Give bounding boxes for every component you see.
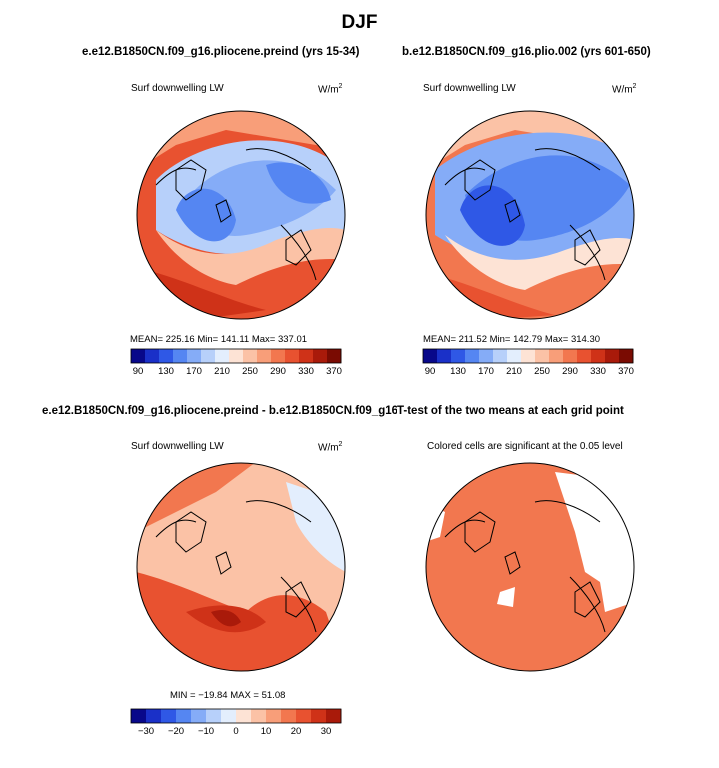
colorbar-swatch	[131, 349, 146, 363]
colorbar-tick-label: 250	[242, 366, 258, 377]
colorbar-swatch	[187, 349, 202, 363]
colorbar-tick-label: 210	[214, 366, 230, 377]
panel-1-units: W/m2	[318, 83, 343, 96]
colorbar-swatch	[221, 709, 237, 723]
colorbar-swatch	[326, 709, 342, 723]
map-panel-2	[425, 110, 635, 320]
colorbar-swatch	[146, 709, 162, 723]
colorbar-tick-label: 290	[562, 366, 578, 377]
colorbar-swatch	[296, 709, 312, 723]
panel-3-units: W/m2	[318, 441, 343, 454]
colorbar-frame	[130, 708, 342, 724]
colorbar-tick-label: 210	[506, 366, 522, 377]
colorbar-swatch	[549, 349, 564, 363]
colorbar-swatch	[173, 349, 188, 363]
colorbar-swatch	[281, 709, 297, 723]
colorbar-tick-label: 370	[326, 366, 342, 377]
colorbar-swatch	[591, 349, 606, 363]
colorbar-swatch	[251, 709, 267, 723]
colorbar-tick-label: 90	[424, 366, 436, 377]
colorbar-tick-label: −30	[137, 726, 155, 737]
colorbar-swatch	[236, 709, 252, 723]
colorbar-tick-label: 170	[186, 366, 202, 377]
colorbar-swatch	[577, 349, 592, 363]
colorbar-swatch	[131, 709, 147, 723]
colorbar-tick-label: 130	[450, 366, 466, 377]
panel-2-variable: Surf downwelling LW	[423, 83, 516, 94]
colorbar-swatch	[229, 349, 244, 363]
colorbar-tick-label: 170	[478, 366, 494, 377]
colorbar-swatch	[507, 349, 522, 363]
panel-2-stats: MEAN= 211.52 Min= 142.79 Max= 314.30	[423, 334, 601, 345]
map-panel-1	[136, 110, 346, 320]
colorbar-frame	[422, 348, 634, 364]
colorbar-swatch	[271, 349, 286, 363]
colorbar-tick-label: 330	[298, 366, 314, 377]
colorbar-swatch	[563, 349, 578, 363]
colorbar-swatch	[201, 349, 216, 363]
colorbar-swatch	[285, 349, 300, 363]
colorbar-tick-label: 90	[132, 366, 144, 377]
colorbar-swatch	[299, 349, 314, 363]
colorbar-panel-1	[130, 348, 342, 364]
colorbar-tick-label: 330	[590, 366, 606, 377]
panel-3-variable: Surf downwelling LW	[131, 441, 224, 452]
colorbar-tick-label: 20	[290, 726, 302, 737]
panel-4-title: T-test of the two means at each grid poi…	[397, 405, 624, 417]
colorbar-swatch	[191, 709, 207, 723]
colorbar-tick-label: −10	[197, 726, 215, 737]
figure-title: DJF	[341, 12, 378, 33]
colorbar-swatch	[327, 349, 342, 363]
colorbar-tick-label: 130	[158, 366, 174, 377]
colorbar-swatch	[266, 709, 282, 723]
colorbar-swatch	[243, 349, 258, 363]
panel-3-title: e.e12.B1850CN.f09_g16.pliocene.preind - …	[42, 405, 445, 417]
colorbar-panel-3	[130, 708, 342, 724]
colorbar-swatch	[215, 349, 230, 363]
colorbar-tick-label: −20	[167, 726, 185, 737]
colorbar-tick-label: 0	[233, 726, 239, 737]
colorbar-swatch	[465, 349, 480, 363]
colorbar-tick-label: 10	[260, 726, 272, 737]
colorbar-swatch	[176, 709, 192, 723]
colorbar-swatch	[145, 349, 160, 363]
colorbar-swatch	[535, 349, 550, 363]
colorbar-swatch	[619, 349, 634, 363]
colorbar-swatch	[313, 349, 328, 363]
colorbar-swatch	[479, 349, 494, 363]
panel-1-variable: Surf downwelling LW	[131, 83, 224, 94]
panel-3-stats: MIN = −19.84 MAX = 51.08	[170, 690, 286, 701]
panel-1-stats: MEAN= 225.16 Min= 141.11 Max= 337.01	[130, 334, 308, 345]
colorbar-swatch	[161, 709, 177, 723]
map-panel-3	[136, 462, 346, 672]
colorbar-tick-label: 250	[534, 366, 550, 377]
panel-2-title: b.e12.B1850CN.f09_g16.plio.002 (yrs 601-…	[402, 46, 651, 58]
panel-2-units: W/m2	[612, 83, 637, 96]
map-panel-4	[425, 462, 635, 672]
colorbar-swatch	[206, 709, 222, 723]
colorbar-swatch	[493, 349, 508, 363]
colorbar-swatch	[521, 349, 536, 363]
panel-4-variable: Colored cells are significant at the 0.0…	[427, 441, 623, 452]
colorbar-tick-label: 290	[270, 366, 286, 377]
colorbar-frame	[130, 348, 342, 364]
colorbar-swatch	[437, 349, 452, 363]
colorbar-swatch	[159, 349, 174, 363]
colorbar-swatch	[257, 349, 272, 363]
colorbar-swatch	[451, 349, 466, 363]
colorbar-swatch	[423, 349, 438, 363]
colorbar-panel-2	[422, 348, 634, 364]
colorbar-swatch	[311, 709, 327, 723]
colorbar-tick-label: 30	[320, 726, 332, 737]
colorbar-tick-label: 370	[618, 366, 634, 377]
colorbar-swatch	[605, 349, 620, 363]
panel-1-title: e.e12.B1850CN.f09_g16.pliocene.preind (y…	[82, 46, 360, 58]
